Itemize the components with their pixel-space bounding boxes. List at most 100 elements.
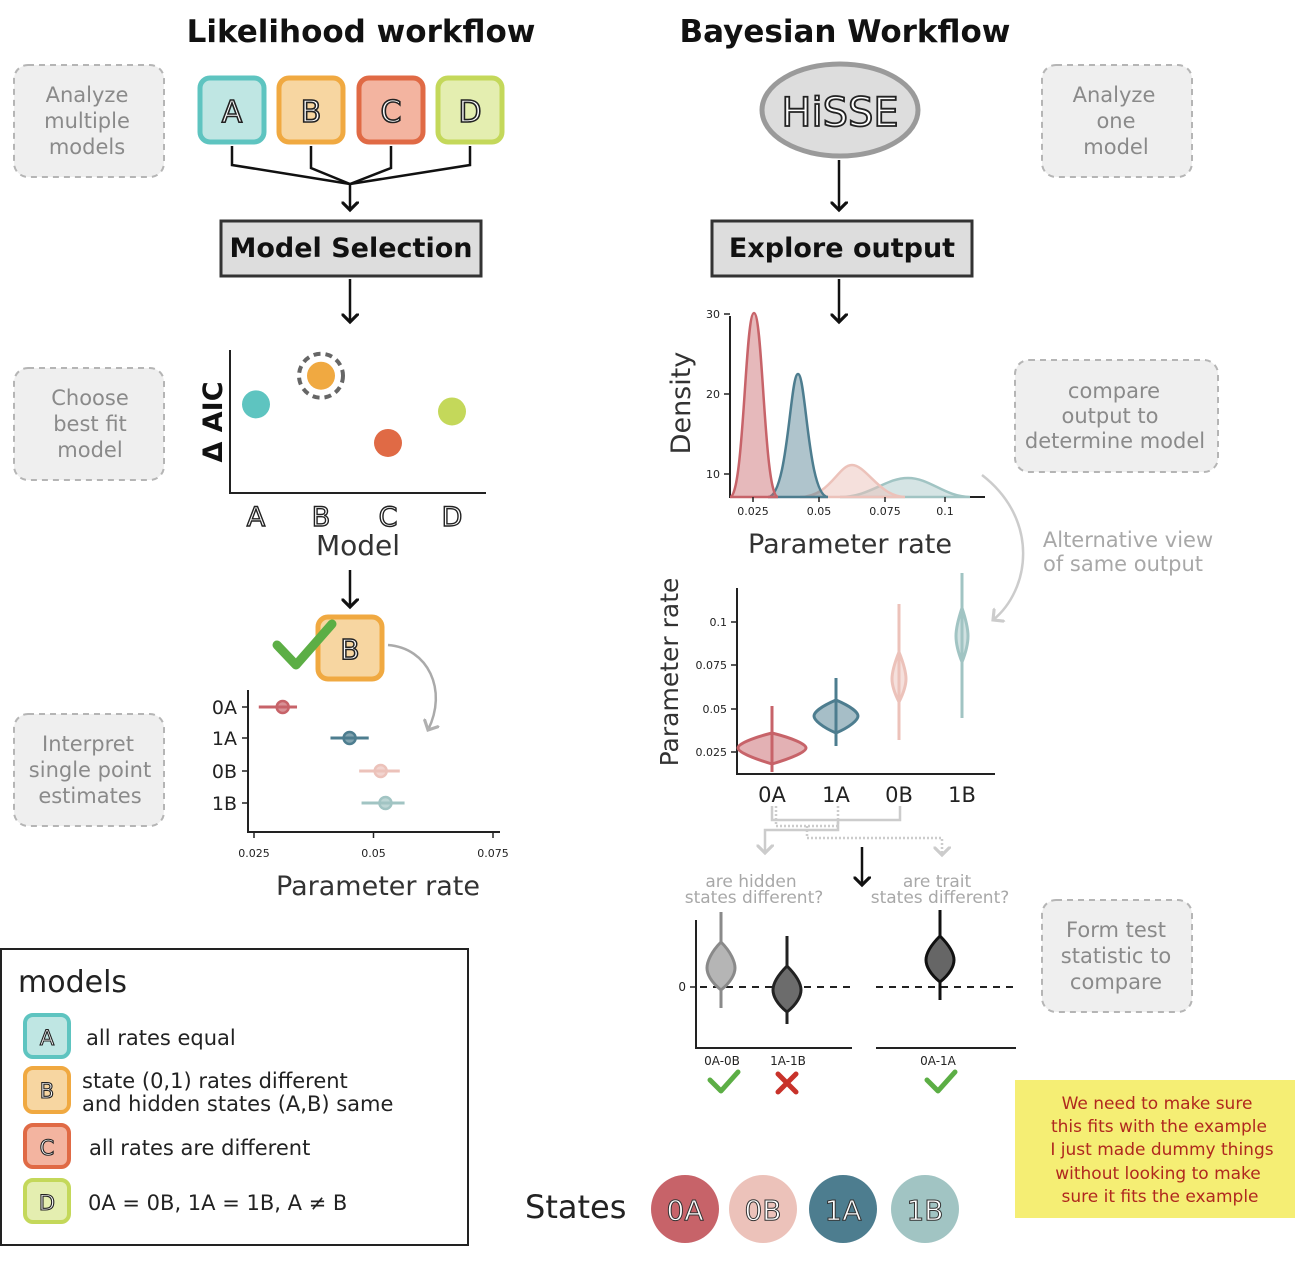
aic-point-d	[438, 397, 466, 426]
test-violin-1a-1b	[771, 936, 803, 1024]
pe-point	[342, 730, 357, 746]
svg-text:A: A	[40, 1026, 55, 1050]
states-legend: States 0A 0B 1A 1B	[525, 1175, 959, 1243]
violin-0a	[736, 706, 808, 772]
check-icon	[924, 1069, 958, 1094]
svg-text:model: model	[1083, 135, 1148, 159]
trait-question: are trait	[903, 872, 972, 892]
svg-text:best fit: best fit	[53, 412, 127, 436]
pe-row-label: 0B	[212, 761, 237, 783]
violin-ytick: 0.025	[696, 746, 728, 759]
violin-chart: 0.1 0.075 0.05 0.025 0A 1A 0B 1B Paramet…	[655, 573, 995, 807]
test-violin-0a-0b	[705, 912, 737, 1008]
test-statistic-charts: 0 0A-0B 1A-1B 0A-1A	[678, 910, 1016, 1095]
likelihood-title: Likelihood workflow	[187, 14, 536, 50]
svg-text:this fits with the example: this fits with the example	[1051, 1117, 1267, 1137]
bayesian-title: Bayesian Workflow	[680, 14, 1011, 50]
density-1a	[767, 372, 829, 499]
legend-title: models	[18, 965, 127, 1000]
test-violin-0a-1a	[924, 910, 956, 1000]
violin-1a	[812, 678, 860, 746]
model-box-d: D	[435, 75, 505, 145]
state-1b: 1B	[891, 1175, 959, 1243]
state-0a: 0A	[651, 1175, 719, 1243]
violin-1b	[954, 573, 970, 718]
violin-xtick: 1A	[822, 783, 850, 807]
legend-text: all rates equal	[86, 1026, 236, 1050]
svg-text:1B: 1B	[906, 1194, 943, 1227]
pe-row-label: 1B	[212, 793, 237, 815]
legend-item-b: B state (0,1) rates different and hidden…	[23, 1066, 393, 1116]
svg-text:Analyze: Analyze	[46, 83, 129, 107]
test-label: 0A-1A	[920, 1054, 957, 1068]
svg-text:0A: 0A	[667, 1194, 704, 1227]
density-xtick: 0.075	[869, 505, 901, 518]
hidden-question: states different?	[685, 888, 824, 908]
density-0b	[799, 463, 906, 499]
svg-text:D: D	[458, 95, 481, 130]
svg-text:B: B	[340, 633, 359, 666]
model-box-c: C	[356, 75, 426, 145]
legend-item-d: D 0A = 0B, 1A = 1B, A ≠ B	[23, 1178, 347, 1224]
density-chart: 30 20 10 0.025 0.05 0.075 0.1 Density Pa…	[666, 308, 985, 560]
chosen-model-b: B	[315, 614, 385, 682]
aic-chart: Δ AIC A B C D Model	[198, 350, 486, 562]
legend-text: 0A = 0B, 1A = 1B, A ≠ B	[88, 1191, 347, 1215]
svg-text:sure it fits the example: sure it fits the example	[1061, 1187, 1258, 1207]
svg-text:output to: output to	[1061, 404, 1158, 428]
svg-text:Explore output: Explore output	[729, 233, 955, 264]
violin-xtick: 0A	[758, 783, 786, 807]
curved-arrow-icon	[387, 643, 436, 730]
test-label: 0A-0B	[704, 1054, 740, 1068]
svg-text:We need to make sure: We need to make sure	[1062, 1094, 1253, 1114]
pe-xtick: 0.025	[238, 847, 270, 860]
svg-text:Analyze: Analyze	[1073, 83, 1156, 107]
best-fit-highlight	[297, 351, 345, 400]
legend: models A all rates equal B state (0,1) r…	[0, 948, 469, 1246]
aic-xtick: D	[442, 502, 463, 533]
point-estimates-chart: 0A 1A 0B 1B 0.025 0.05 0.075 Parameter rate	[212, 690, 509, 902]
check-icon	[707, 1069, 741, 1094]
hisse-node: HiSSE	[759, 61, 921, 159]
density-xlabel: Parameter rate	[748, 529, 952, 560]
violin-ylabel: Parameter rate	[655, 578, 684, 767]
aic-xtick: C	[379, 502, 398, 533]
comparison-brackets	[765, 806, 942, 885]
density-xtick: 0.025	[737, 505, 769, 518]
svg-text:Model Selection: Model Selection	[230, 233, 473, 264]
density-0a	[728, 311, 780, 499]
svg-text:1A: 1A	[825, 1194, 862, 1227]
svg-text:A: A	[222, 95, 243, 130]
state-0b: 0B	[729, 1175, 797, 1243]
aic-xtick: A	[247, 502, 266, 533]
svg-text:HiSSE: HiSSE	[781, 90, 898, 136]
svg-text:C: C	[381, 95, 402, 130]
density-ytick: 20	[706, 388, 720, 401]
svg-text:model: model	[57, 438, 122, 462]
density-xtick: 0.05	[807, 505, 832, 518]
pe-point	[378, 795, 393, 811]
violin-xtick: 1B	[948, 783, 976, 807]
aic-point-a	[242, 390, 270, 419]
note-choose-best: Choose best fit model	[13, 367, 165, 481]
density-ytick: 30	[706, 308, 720, 321]
svg-text:estimates: estimates	[38, 784, 141, 808]
svg-text:Form test: Form test	[1066, 918, 1166, 942]
svg-text:one: one	[1096, 109, 1135, 133]
alt-view-line: Alternative view	[1043, 528, 1213, 552]
aic-ylabel: Δ AIC	[198, 381, 229, 462]
state-1a: 1A	[809, 1175, 877, 1243]
pe-xlabel: Parameter rate	[276, 871, 480, 902]
pe-point	[275, 699, 290, 715]
aic-xtick: B	[312, 502, 331, 533]
violin-xtick: 0B	[885, 783, 913, 807]
trait-question: states different?	[871, 888, 1010, 908]
model-box-a: A	[197, 75, 267, 145]
model-selection-box: Model Selection	[219, 219, 483, 278]
svg-text:B: B	[301, 95, 322, 130]
density-ytick: 10	[706, 468, 720, 481]
svg-text:statistic to: statistic to	[1061, 944, 1171, 968]
legend-item-a: A all rates equal	[23, 1013, 236, 1059]
cross-icon	[775, 1071, 799, 1095]
